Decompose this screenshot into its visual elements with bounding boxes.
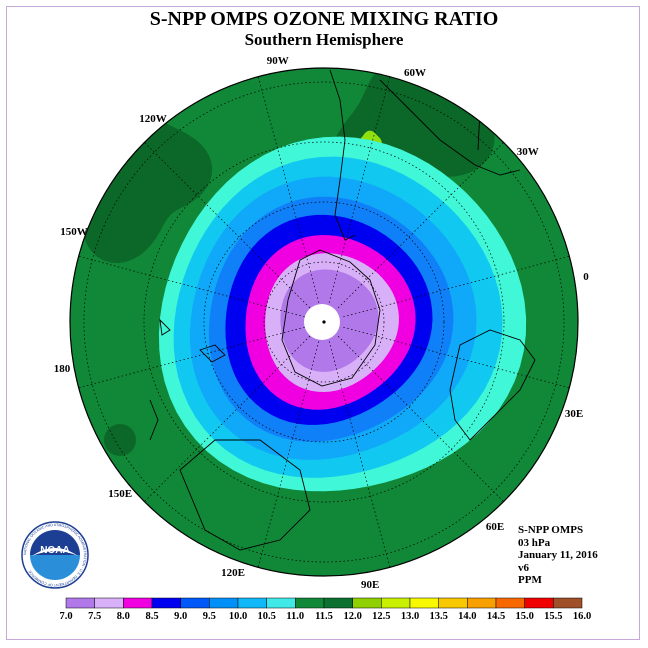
coastline-4 bbox=[449, 329, 536, 441]
south-pole-marker bbox=[322, 320, 326, 324]
version-label: v6 bbox=[518, 561, 529, 574]
longitude-label: 30W bbox=[517, 146, 539, 158]
colorbar-tick-label: 12.0 bbox=[344, 611, 362, 622]
colorbar-swatch bbox=[524, 597, 554, 609]
page-frame bbox=[6, 6, 640, 640]
meridian-line-3 bbox=[328, 76, 391, 303]
coastline-3 bbox=[281, 249, 381, 387]
coastline-8 bbox=[149, 399, 159, 441]
longitude-label: 60W bbox=[404, 67, 426, 79]
colorbar-swatch bbox=[237, 597, 267, 609]
colorbar-swatch bbox=[409, 597, 439, 609]
latitude-circle-1 bbox=[203, 201, 445, 443]
longitude-label: 150W bbox=[60, 226, 88, 238]
colorbar-tick-label: 14.5 bbox=[487, 611, 505, 622]
colorbar-tick-label: 10.5 bbox=[258, 611, 276, 622]
longitude-label: 120W bbox=[139, 113, 167, 125]
colorbar-swatch bbox=[266, 597, 296, 609]
meridian-line-2 bbox=[257, 76, 320, 303]
meridian-line-7 bbox=[337, 335, 504, 502]
instrument-label: S-NPP OMPS bbox=[518, 524, 584, 536]
colorbar-swatch bbox=[94, 597, 124, 609]
pressure-level-label: 03 hPa bbox=[518, 536, 551, 549]
longitude-label: 60E bbox=[486, 521, 504, 533]
colorbar-swatch bbox=[65, 597, 95, 609]
units-label: PPM bbox=[518, 574, 542, 587]
coastline-1 bbox=[379, 79, 521, 176]
meridian-line-11 bbox=[78, 326, 305, 389]
metadata-block: S-NPP OMPS 03 hPa January 11, 2016 v6 PP… bbox=[518, 524, 598, 587]
colorbar-tick-label: 12.5 bbox=[372, 611, 390, 622]
latitude-circle-3 bbox=[83, 81, 565, 563]
colorbar-tick-label: 9.0 bbox=[174, 611, 187, 622]
meridian-line-6 bbox=[343, 326, 570, 389]
colorbar-tick-label: 8.5 bbox=[145, 611, 158, 622]
longitude-label: 30E bbox=[565, 408, 583, 420]
colorbar-tick-label: 9.5 bbox=[203, 611, 216, 622]
longitude-label: 90W bbox=[267, 55, 289, 67]
contour-high-12-south bbox=[104, 424, 136, 456]
longitude-label: 0 bbox=[583, 271, 589, 283]
ozone-field bbox=[70, 68, 578, 576]
colorbar-tick-label: 10.0 bbox=[229, 611, 247, 622]
coastline-7 bbox=[159, 318, 171, 336]
colorbar-swatch bbox=[151, 597, 181, 609]
colorbar-swatch bbox=[180, 597, 210, 609]
colorbar-swatch bbox=[467, 597, 497, 609]
map-subtitle: Southern Hemisphere bbox=[244, 30, 404, 49]
logo-sea bbox=[30, 555, 80, 580]
colorbar-swatch bbox=[123, 597, 153, 609]
longitude-label: 120E bbox=[221, 567, 245, 579]
latitude-circle-2 bbox=[143, 141, 505, 503]
meridian-line-8 bbox=[328, 341, 391, 568]
meridian-line-4 bbox=[337, 142, 504, 309]
colorbar-swatch bbox=[209, 597, 239, 609]
logo-sky bbox=[30, 530, 80, 555]
longitude-label: 90E bbox=[361, 579, 379, 591]
colorbar-tick-label: 11.0 bbox=[286, 611, 304, 622]
colorbar-tick-label: 13.5 bbox=[430, 611, 448, 622]
meridian-line-0 bbox=[78, 255, 305, 318]
meridian-line-10 bbox=[144, 335, 311, 502]
coastline-6 bbox=[199, 344, 226, 363]
colorbar-tick-label: 7.0 bbox=[59, 611, 72, 622]
colorbar-swatch bbox=[352, 597, 382, 609]
pole-missing-data bbox=[304, 304, 340, 340]
colorbar-swatch bbox=[438, 597, 468, 609]
colorbar-tick-label: 15.5 bbox=[544, 611, 562, 622]
longitude-label: 150E bbox=[108, 488, 132, 500]
meridian-line-9 bbox=[257, 341, 320, 568]
colorbar-tick-label: 7.5 bbox=[88, 611, 101, 622]
colorbar-swatch bbox=[295, 597, 325, 609]
coastline-0 bbox=[329, 69, 356, 241]
colorbar-tick-label: 16.0 bbox=[573, 611, 591, 622]
colorbar-tick-label: 13.0 bbox=[401, 611, 419, 622]
meridian-line-1 bbox=[144, 142, 311, 309]
colorbar-swatch bbox=[553, 597, 583, 609]
colorbar-tick-label: 14.0 bbox=[458, 611, 476, 622]
colorbar-tick-label: 15.0 bbox=[516, 611, 534, 622]
noaa-logo: NOAA NATIONAL OCEANIC AND ATMOSPHERIC AD… bbox=[21, 521, 89, 589]
date-label: January 11, 2016 bbox=[518, 549, 598, 562]
longitude-label: 180 bbox=[54, 363, 71, 375]
colorbar-swatch bbox=[323, 597, 353, 609]
logo-text: NOAA bbox=[40, 545, 69, 556]
map-boundary bbox=[69, 67, 579, 577]
latitude-circle-0 bbox=[263, 261, 385, 383]
meridian-line-5 bbox=[343, 255, 570, 318]
colorbar-swatch bbox=[495, 597, 525, 609]
map-title: S-NPP OMPS OZONE MIXING RATIO bbox=[149, 8, 499, 30]
colorbar-tick-label: 11.5 bbox=[315, 611, 333, 622]
logo-gull bbox=[32, 548, 78, 556]
colorbar-swatch bbox=[381, 597, 411, 609]
colorbar-tick-label: 8.0 bbox=[117, 611, 130, 622]
